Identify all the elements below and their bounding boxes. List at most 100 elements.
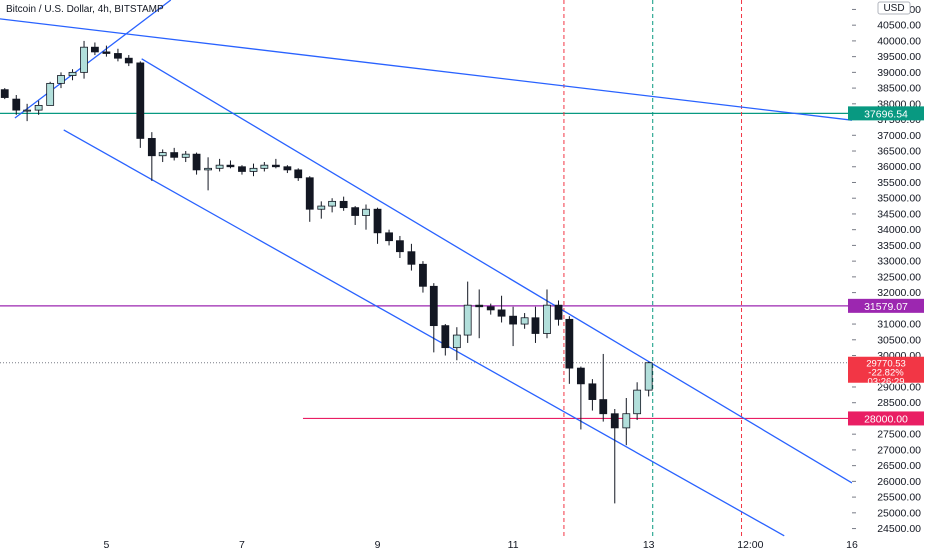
- candle[interactable]: [57, 72, 65, 89]
- candle[interactable]: [554, 300, 563, 326]
- candle[interactable]: [46, 81, 55, 106]
- candle[interactable]: [12, 95, 21, 115]
- candle[interactable]: [497, 295, 506, 323]
- candle-body: [576, 367, 585, 385]
- candle[interactable]: [147, 132, 156, 181]
- candle-body: [362, 208, 370, 216]
- candle[interactable]: [80, 40, 88, 79]
- candle[interactable]: [249, 163, 258, 177]
- candle[interactable]: [633, 382, 642, 421]
- target-level-price-label: 28000.00: [864, 413, 908, 425]
- candle[interactable]: [124, 55, 133, 67]
- candle[interactable]: [509, 306, 517, 347]
- y-tick-label: 36000.00: [877, 161, 921, 173]
- candle[interactable]: [102, 45, 111, 57]
- candle[interactable]: [238, 165, 246, 175]
- candle[interactable]: [576, 366, 585, 430]
- y-tick-label: 27000.00: [877, 444, 921, 456]
- candle[interactable]: [68, 69, 77, 81]
- candle[interactable]: [0, 88, 9, 100]
- candle-body: [588, 383, 597, 400]
- candle[interactable]: [317, 201, 326, 219]
- candle[interactable]: [305, 176, 314, 222]
- candle[interactable]: [90, 42, 99, 56]
- candle[interactable]: [622, 397, 631, 446]
- y-tick-label: 39500.00: [877, 51, 921, 63]
- candle[interactable]: [136, 61, 145, 148]
- candle[interactable]: [543, 289, 551, 339]
- y-tick-label: 40500.00: [877, 20, 921, 32]
- current-price-value: 29770.53: [866, 359, 906, 370]
- candle[interactable]: [588, 379, 597, 411]
- candle[interactable]: [475, 289, 484, 339]
- candle-body: [554, 304, 563, 320]
- candle[interactable]: [181, 151, 190, 163]
- candle[interactable]: [226, 160, 235, 169]
- candle-body: [147, 138, 156, 157]
- y-tick-label: 33000.00: [877, 256, 921, 268]
- candle[interactable]: [23, 103, 32, 122]
- candle[interactable]: [204, 157, 212, 191]
- candle[interactable]: [362, 204, 370, 230]
- candle[interactable]: [170, 147, 179, 161]
- candle[interactable]: [610, 409, 619, 504]
- candle[interactable]: [385, 229, 393, 246]
- candle[interactable]: [351, 206, 360, 225]
- resistance-level-price-tag[interactable]: [848, 298, 924, 313]
- candle[interactable]: [34, 100, 43, 115]
- candle-body: [328, 200, 337, 207]
- candle[interactable]: [407, 243, 416, 271]
- y-tick-label: 29000.00: [877, 381, 921, 393]
- candle[interactable]: [260, 162, 269, 172]
- trend-line-channel-lower[interactable]: [63, 129, 785, 537]
- currency-box[interactable]: [877, 1, 911, 15]
- y-tick-label: 25000.00: [877, 507, 921, 519]
- trend-line-channel-upper[interactable]: [141, 58, 853, 484]
- y-tick-label: 26500.00: [877, 460, 921, 472]
- candle[interactable]: [294, 168, 303, 181]
- trend-line-descending-resistance[interactable]: [0, 18, 853, 121]
- y-tick-label: 24500.00: [877, 523, 921, 535]
- candle-body: [170, 152, 179, 158]
- candle-body: [136, 62, 145, 139]
- candle[interactable]: [531, 306, 540, 343]
- candle[interactable]: [429, 283, 438, 353]
- candle[interactable]: [441, 324, 450, 356]
- target-level-price-tag[interactable]: [848, 411, 924, 426]
- candle[interactable]: [486, 303, 495, 315]
- candle-body: [452, 334, 461, 349]
- candle[interactable]: [271, 158, 280, 169]
- x-tick-label: 7: [239, 539, 245, 550]
- candle[interactable]: [339, 196, 348, 211]
- candle[interactable]: [373, 207, 382, 244]
- x-tick-label: 11: [508, 539, 519, 550]
- candle[interactable]: [328, 198, 337, 213]
- y-tick-label: 31000.00: [877, 319, 921, 331]
- candle[interactable]: [452, 327, 461, 361]
- support-level-price-tag[interactable]: [848, 106, 924, 121]
- candle-body: [441, 325, 450, 349]
- candle[interactable]: [520, 313, 529, 329]
- candle[interactable]: [114, 48, 122, 62]
- trend-line-ascending-support[interactable]: [14, 0, 172, 119]
- y-tick-label: 35500.00: [877, 177, 921, 189]
- candle[interactable]: [419, 261, 427, 293]
- candle[interactable]: [463, 281, 472, 343]
- candle[interactable]: [396, 235, 404, 258]
- candle[interactable]: [192, 152, 201, 175]
- current-price-tag[interactable]: [848, 356, 924, 383]
- candle[interactable]: [644, 361, 653, 397]
- candle-body: [23, 109, 32, 112]
- candle[interactable]: [283, 165, 292, 174]
- candle[interactable]: [565, 316, 574, 384]
- candle-body: [565, 318, 574, 369]
- x-tick-label: 12:00: [737, 539, 763, 550]
- candle-body: [419, 263, 427, 287]
- candle[interactable]: [599, 353, 608, 422]
- candle-body: [0, 89, 9, 98]
- candle[interactable]: [158, 149, 167, 163]
- candle[interactable]: [215, 158, 224, 172]
- candle-body: [520, 317, 529, 325]
